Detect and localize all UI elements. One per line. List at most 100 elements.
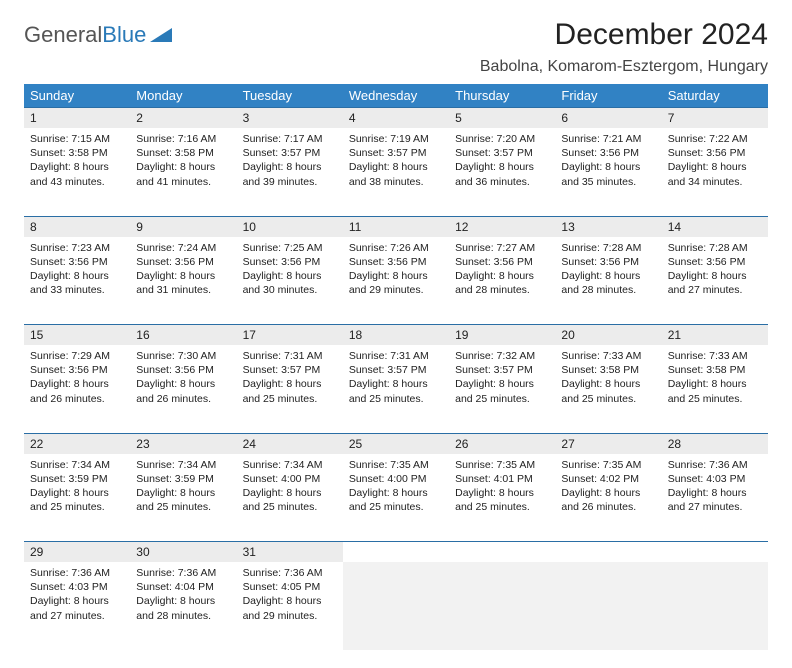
daylight-line: Daylight: 8 hours and 26 minutes. — [30, 377, 124, 405]
sunset-line: Sunset: 3:56 PM — [349, 255, 443, 269]
day-cell: Sunrise: 7:25 AMSunset: 3:56 PMDaylight:… — [237, 237, 343, 325]
day-number-row: 22232425262728 — [24, 433, 768, 454]
day-number: 26 — [449, 433, 555, 454]
daylight-line: Daylight: 8 hours and 41 minutes. — [136, 160, 230, 188]
weekday-header: Saturday — [662, 84, 768, 108]
empty-day-head — [555, 542, 661, 563]
weekday-header: Tuesday — [237, 84, 343, 108]
sunset-line: Sunset: 3:56 PM — [455, 255, 549, 269]
sunrise-line: Sunrise: 7:19 AM — [349, 132, 443, 146]
day-number-row: 293031 — [24, 542, 768, 563]
daylight-line: Daylight: 8 hours and 28 minutes. — [455, 269, 549, 297]
sunset-line: Sunset: 4:00 PM — [243, 472, 337, 486]
day-cell: Sunrise: 7:35 AMSunset: 4:02 PMDaylight:… — [555, 454, 661, 542]
sunset-line: Sunset: 4:01 PM — [455, 472, 549, 486]
day-cell: Sunrise: 7:34 AMSunset: 3:59 PMDaylight:… — [24, 454, 130, 542]
day-cell: Sunrise: 7:15 AMSunset: 3:58 PMDaylight:… — [24, 128, 130, 216]
day-number: 23 — [130, 433, 236, 454]
sunrise-line: Sunrise: 7:24 AM — [136, 241, 230, 255]
day-number: 21 — [662, 325, 768, 346]
day-number: 19 — [449, 325, 555, 346]
calendar-table: Sunday Monday Tuesday Wednesday Thursday… — [24, 84, 768, 650]
daylight-line: Daylight: 8 hours and 36 minutes. — [455, 160, 549, 188]
day-cell: Sunrise: 7:31 AMSunset: 3:57 PMDaylight:… — [343, 345, 449, 433]
sunset-line: Sunset: 3:57 PM — [349, 363, 443, 377]
daylight-line: Daylight: 8 hours and 25 minutes. — [136, 486, 230, 514]
sunset-line: Sunset: 3:57 PM — [455, 363, 549, 377]
daylight-line: Daylight: 8 hours and 27 minutes. — [668, 269, 762, 297]
day-cell: Sunrise: 7:30 AMSunset: 3:56 PMDaylight:… — [130, 345, 236, 433]
day-cell: Sunrise: 7:23 AMSunset: 3:56 PMDaylight:… — [24, 237, 130, 325]
sunrise-line: Sunrise: 7:32 AM — [455, 349, 549, 363]
day-cell: Sunrise: 7:24 AMSunset: 3:56 PMDaylight:… — [130, 237, 236, 325]
day-number: 31 — [237, 542, 343, 563]
empty-day-body — [343, 562, 449, 650]
sunrise-line: Sunrise: 7:36 AM — [668, 458, 762, 472]
day-number: 25 — [343, 433, 449, 454]
day-number: 27 — [555, 433, 661, 454]
sunset-line: Sunset: 3:58 PM — [30, 146, 124, 160]
daylight-line: Daylight: 8 hours and 27 minutes. — [668, 486, 762, 514]
sunrise-line: Sunrise: 7:28 AM — [561, 241, 655, 255]
daylight-line: Daylight: 8 hours and 25 minutes. — [455, 486, 549, 514]
sunset-line: Sunset: 4:05 PM — [243, 580, 337, 594]
day-cell: Sunrise: 7:27 AMSunset: 3:56 PMDaylight:… — [449, 237, 555, 325]
day-number: 11 — [343, 216, 449, 237]
sunset-line: Sunset: 3:57 PM — [349, 146, 443, 160]
logo-sail-icon — [148, 26, 174, 44]
sunset-line: Sunset: 3:58 PM — [561, 363, 655, 377]
day-number: 17 — [237, 325, 343, 346]
empty-day-body — [662, 562, 768, 650]
sunrise-line: Sunrise: 7:35 AM — [349, 458, 443, 472]
day-number-row: 15161718192021 — [24, 325, 768, 346]
sunset-line: Sunset: 3:56 PM — [668, 146, 762, 160]
day-number: 7 — [662, 108, 768, 129]
title-block: December 2024 Babolna, Komarom-Esztergom… — [480, 18, 768, 76]
sunset-line: Sunset: 4:04 PM — [136, 580, 230, 594]
day-body-row: Sunrise: 7:36 AMSunset: 4:03 PMDaylight:… — [24, 562, 768, 650]
day-cell: Sunrise: 7:33 AMSunset: 3:58 PMDaylight:… — [555, 345, 661, 433]
day-cell: Sunrise: 7:22 AMSunset: 3:56 PMDaylight:… — [662, 128, 768, 216]
daylight-line: Daylight: 8 hours and 25 minutes. — [668, 377, 762, 405]
day-cell: Sunrise: 7:36 AMSunset: 4:05 PMDaylight:… — [237, 562, 343, 650]
month-title: December 2024 — [480, 18, 768, 52]
day-number: 8 — [24, 216, 130, 237]
location: Babolna, Komarom-Esztergom, Hungary — [480, 58, 768, 76]
empty-day-body — [555, 562, 661, 650]
sunrise-line: Sunrise: 7:36 AM — [30, 566, 124, 580]
empty-day-head — [662, 542, 768, 563]
weekday-header: Thursday — [449, 84, 555, 108]
day-cell: Sunrise: 7:35 AMSunset: 4:01 PMDaylight:… — [449, 454, 555, 542]
sunset-line: Sunset: 3:57 PM — [455, 146, 549, 160]
empty-day-head — [449, 542, 555, 563]
day-cell: Sunrise: 7:20 AMSunset: 3:57 PMDaylight:… — [449, 128, 555, 216]
day-cell: Sunrise: 7:34 AMSunset: 4:00 PMDaylight:… — [237, 454, 343, 542]
logo-text-2: Blue — [102, 22, 146, 48]
day-cell: Sunrise: 7:36 AMSunset: 4:03 PMDaylight:… — [24, 562, 130, 650]
day-number: 12 — [449, 216, 555, 237]
day-cell: Sunrise: 7:29 AMSunset: 3:56 PMDaylight:… — [24, 345, 130, 433]
day-number: 14 — [662, 216, 768, 237]
daylight-line: Daylight: 8 hours and 34 minutes. — [668, 160, 762, 188]
daylight-line: Daylight: 8 hours and 35 minutes. — [561, 160, 655, 188]
daylight-line: Daylight: 8 hours and 29 minutes. — [349, 269, 443, 297]
sunrise-line: Sunrise: 7:36 AM — [243, 566, 337, 580]
sunrise-line: Sunrise: 7:33 AM — [668, 349, 762, 363]
sunset-line: Sunset: 3:56 PM — [30, 255, 124, 269]
day-number: 28 — [662, 433, 768, 454]
day-cell: Sunrise: 7:32 AMSunset: 3:57 PMDaylight:… — [449, 345, 555, 433]
sunrise-line: Sunrise: 7:31 AM — [349, 349, 443, 363]
sunrise-line: Sunrise: 7:35 AM — [455, 458, 549, 472]
sunrise-line: Sunrise: 7:34 AM — [243, 458, 337, 472]
daylight-line: Daylight: 8 hours and 28 minutes. — [136, 594, 230, 622]
day-number: 6 — [555, 108, 661, 129]
day-number: 15 — [24, 325, 130, 346]
day-number: 20 — [555, 325, 661, 346]
sunset-line: Sunset: 3:59 PM — [136, 472, 230, 486]
daylight-line: Daylight: 8 hours and 25 minutes. — [349, 486, 443, 514]
sunrise-line: Sunrise: 7:28 AM — [668, 241, 762, 255]
sunrise-line: Sunrise: 7:34 AM — [30, 458, 124, 472]
daylight-line: Daylight: 8 hours and 25 minutes. — [561, 377, 655, 405]
daylight-line: Daylight: 8 hours and 25 minutes. — [455, 377, 549, 405]
day-cell: Sunrise: 7:35 AMSunset: 4:00 PMDaylight:… — [343, 454, 449, 542]
